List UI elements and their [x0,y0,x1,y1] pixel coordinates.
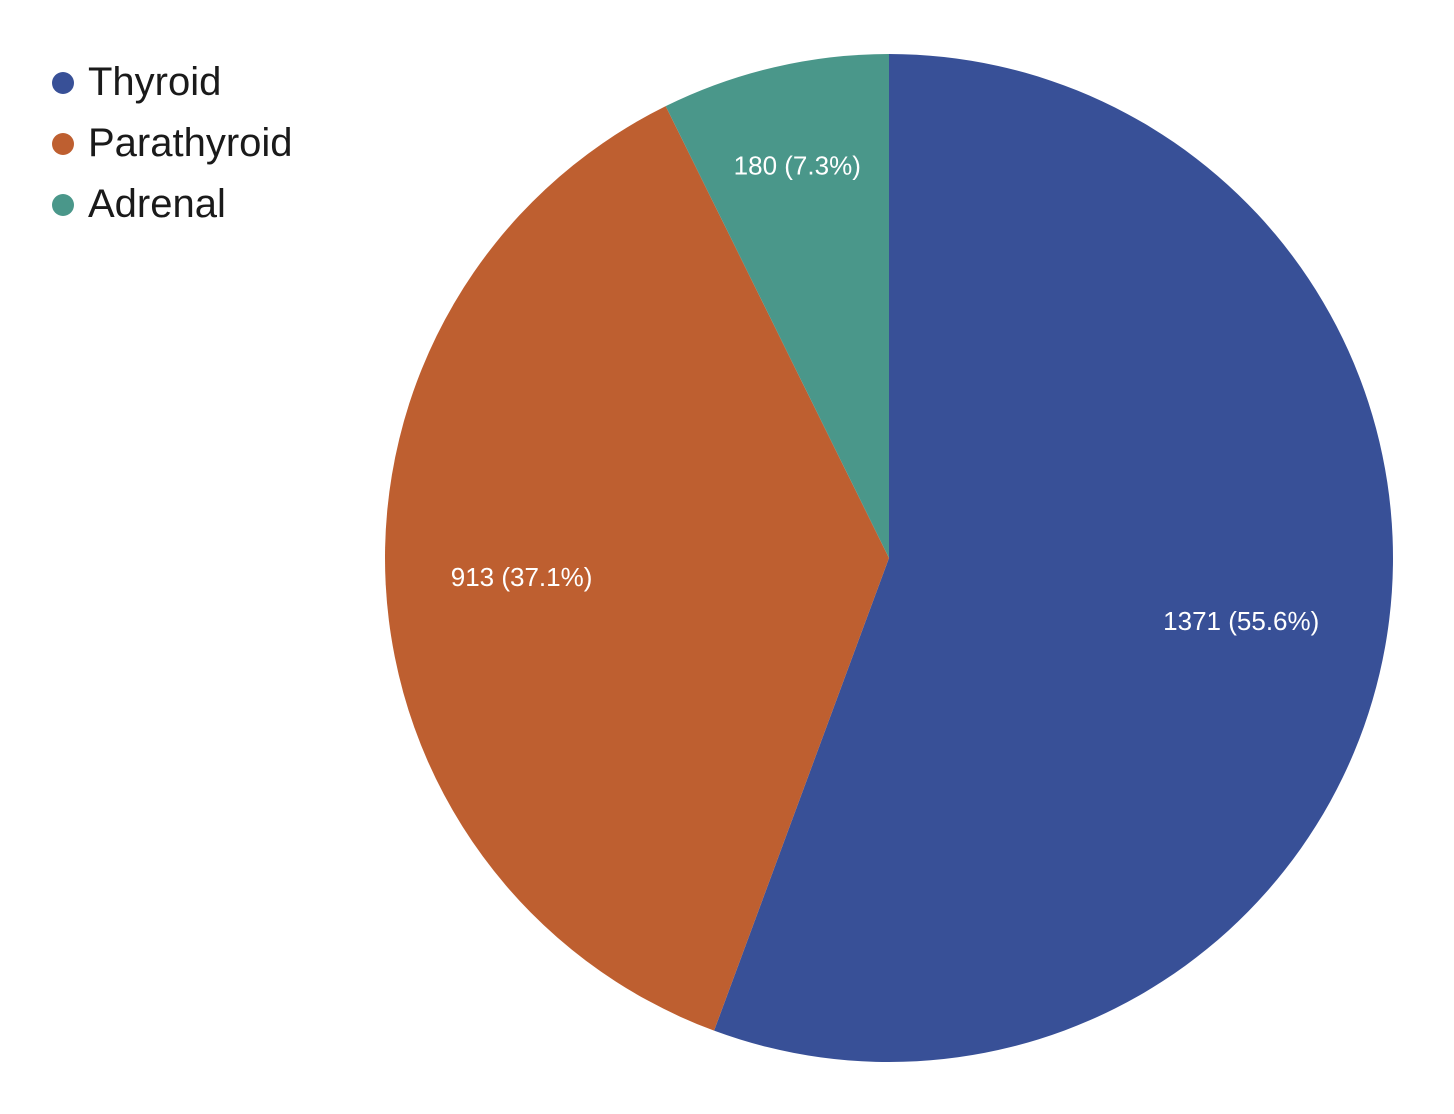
legend-dot-icon [52,71,74,94]
data-label-adrenal: 180 (7.3%) [734,150,861,180]
legend-item-parathyroid[interactable]: Parathyroid [52,113,293,174]
legend-dot-icon [52,193,74,216]
legend-label: Adrenal [88,182,226,226]
legend-label: Thyroid [88,60,222,104]
legend-item-adrenal[interactable]: Adrenal [52,174,293,235]
legend-item-thyroid[interactable]: Thyroid [52,52,293,113]
legend: Thyroid Parathyroid Adrenal [52,52,293,235]
legend-dot-icon [52,132,74,155]
data-label-parathyroid: 913 (37.1%) [451,562,593,592]
pie-slice-adrenal[interactable] [665,54,889,558]
data-label-thyroid: 1371 (55.6%) [1163,606,1319,636]
legend-label: Parathyroid [88,121,293,165]
pie-slice-thyroid[interactable] [714,54,1393,1062]
pie-slice-parathyroid[interactable] [385,106,889,1031]
